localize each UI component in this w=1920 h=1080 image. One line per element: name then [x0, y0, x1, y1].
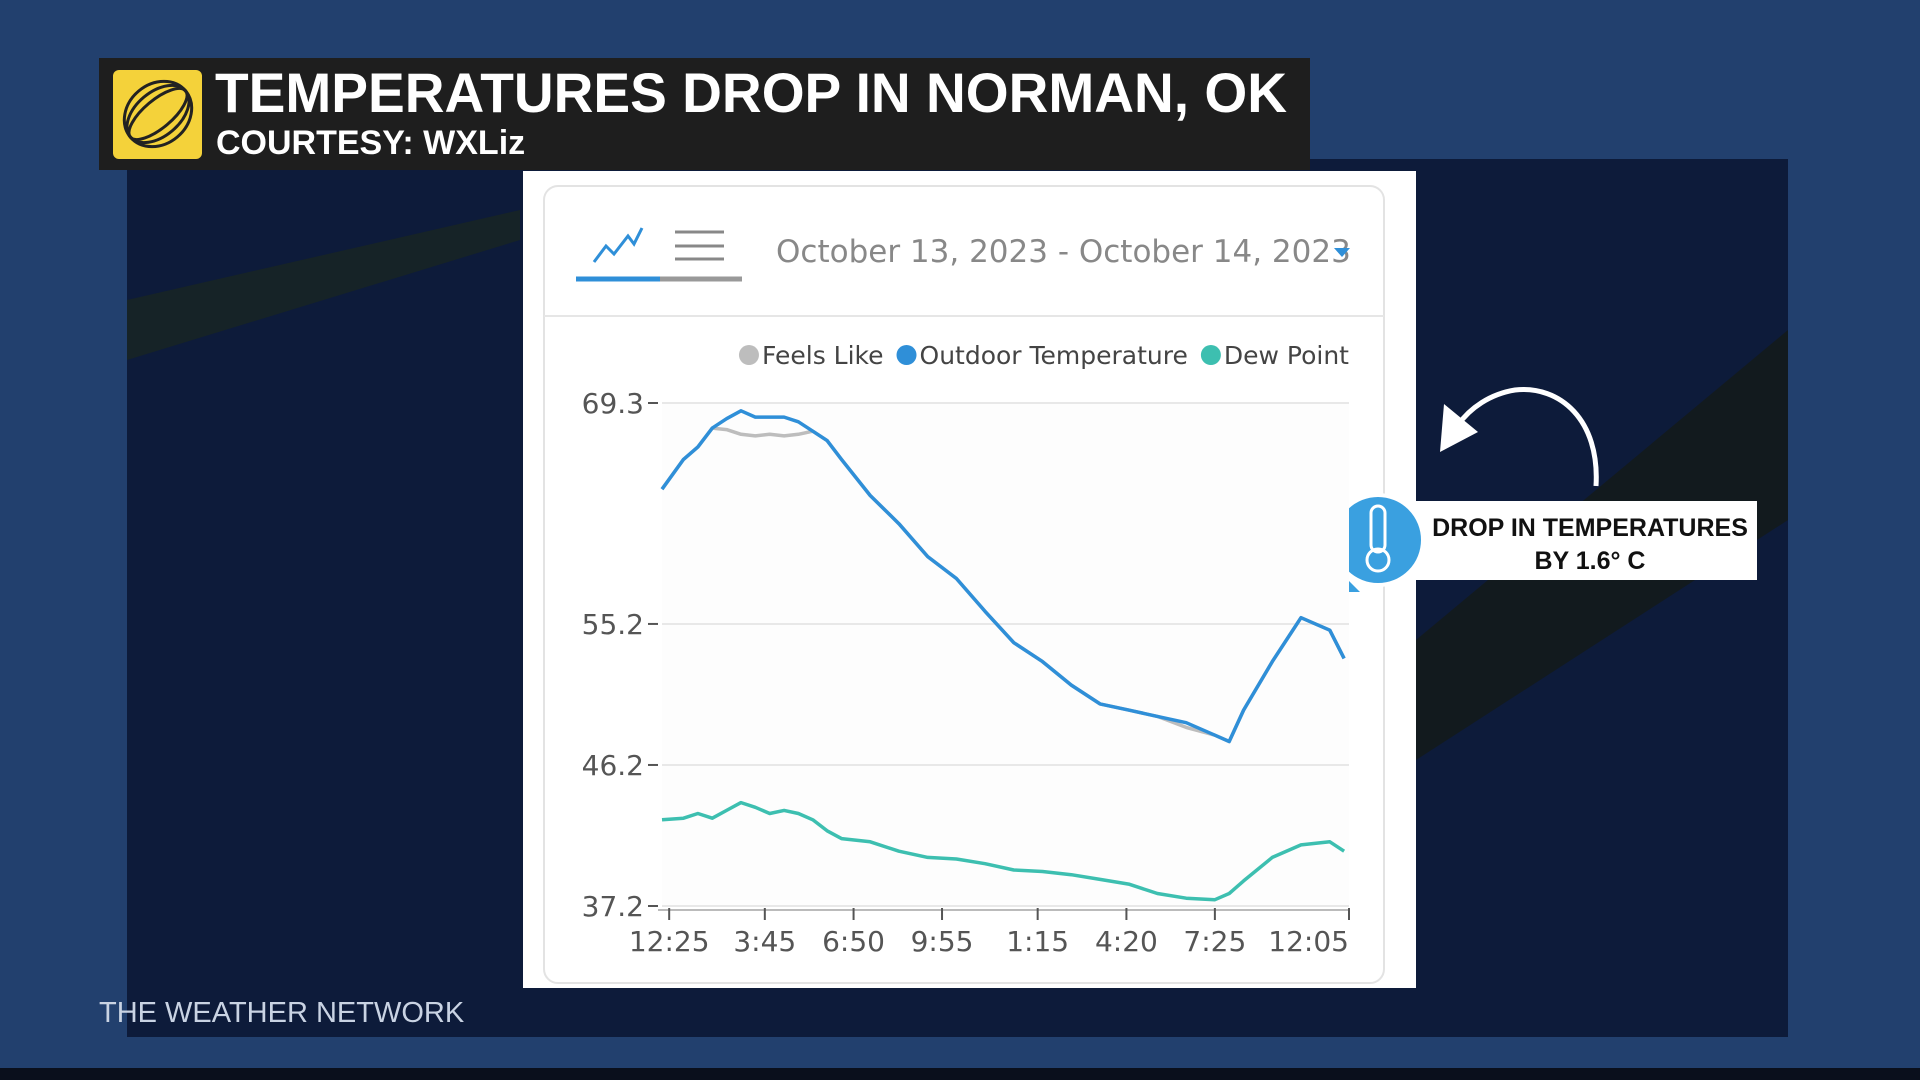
annotation-line: DROP IN TEMPERATURES: [1432, 514, 1748, 542]
x-tick-label: 12:25: [629, 925, 710, 958]
header-subtitle: COURTESY: WXLiz: [216, 124, 525, 162]
x-tick-label: 6:50: [822, 925, 885, 958]
legend-label: Dew Point: [1224, 341, 1349, 370]
date-range[interactable]: October 13, 2023 - October 14, 2023: [776, 234, 1351, 270]
legend-label: Feels Like: [762, 341, 884, 370]
arrowhead: [1440, 404, 1478, 452]
leaf: [127, 210, 520, 360]
y-tick-label: 55.2: [582, 608, 644, 641]
chart-tab-icon[interactable]: [592, 227, 644, 263]
legend-marker: [738, 345, 759, 365]
legend-marker: [1200, 345, 1221, 365]
y-tick-label: 69.3: [582, 387, 644, 420]
header-title: TEMPERATURES DROP IN NORMAN, OK: [215, 61, 1287, 124]
legend-label: Outdoor Temperature: [920, 341, 1188, 370]
x-tick-label: 3:45: [733, 925, 796, 958]
thermometer-bulb: [1365, 547, 1391, 573]
arrow: [1455, 387, 1599, 487]
x-tick-label: 4:20: [1095, 925, 1158, 958]
thermometer-tube: [1369, 504, 1387, 554]
x-tick-label: 7:25: [1183, 925, 1246, 958]
legend-marker: [896, 345, 917, 365]
x-tick-label: 12:05: [1268, 925, 1349, 958]
brand: THE WEATHER NETWORK: [99, 997, 465, 1029]
series-line: [661, 800, 1346, 902]
x-tick-label: 1:15: [1006, 925, 1069, 958]
table-tab-icon[interactable]: [675, 230, 724, 261]
x-tick-label: 9:55: [911, 925, 974, 958]
y-tick-label: 37.2: [582, 890, 644, 923]
header-bar: [99, 58, 1310, 170]
y-tick-label: 46.2: [582, 749, 644, 782]
annotation-box: [1416, 501, 1757, 580]
dropdown-arrow[interactable]: [1334, 248, 1350, 257]
logo-mark: [122, 79, 194, 149]
plot-area: [662, 403, 1349, 906]
series-line: [660, 409, 1346, 744]
annotation-line: BY 1.6° C: [1535, 547, 1646, 575]
bottom-strip: [0, 1068, 1920, 1080]
